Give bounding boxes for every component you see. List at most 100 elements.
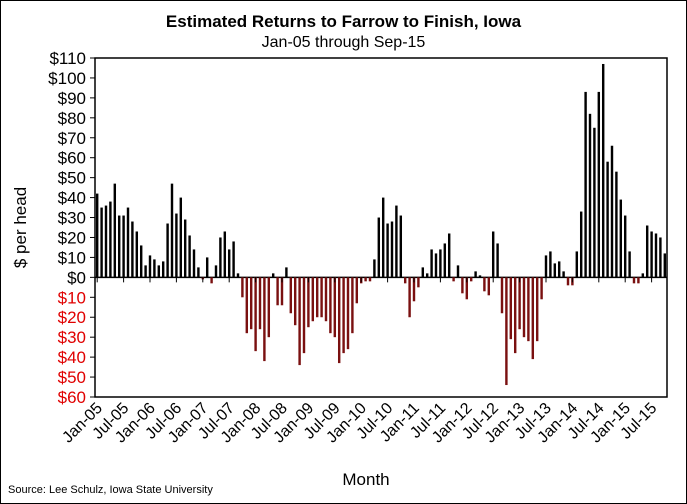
- bar: [320, 277, 323, 318]
- bar: [584, 91, 587, 278]
- bar: [197, 267, 200, 278]
- bar: [659, 237, 662, 278]
- bar: [637, 277, 640, 284]
- bar: [373, 259, 376, 278]
- bar: [575, 251, 579, 278]
- bar: [267, 277, 271, 338]
- bar: [192, 249, 196, 278]
- bar: [355, 277, 359, 304]
- bar: [175, 213, 178, 278]
- y-tick-label: $0: [67, 268, 86, 287]
- bar: [307, 277, 310, 328]
- bar: [263, 277, 266, 362]
- bar: [298, 277, 301, 366]
- bar: [258, 277, 262, 330]
- bar: [535, 277, 539, 342]
- bar: [342, 277, 345, 354]
- bar: [456, 265, 460, 278]
- bar: [615, 171, 618, 278]
- bar: [496, 243, 499, 278]
- bar: [509, 277, 513, 340]
- y-tick-label: $20: [58, 228, 86, 247]
- bar: [663, 253, 667, 278]
- bar: [223, 231, 227, 278]
- bar: [95, 193, 99, 278]
- bar: [417, 277, 420, 288]
- y-tick-label: $60: [58, 388, 86, 407]
- bar: [390, 221, 394, 278]
- bar: [311, 277, 315, 322]
- bar: [377, 217, 381, 278]
- bar: [113, 183, 117, 278]
- bar: [425, 273, 429, 278]
- bar: [289, 277, 293, 314]
- bar: [329, 277, 332, 334]
- bar: [478, 275, 482, 278]
- bar: [540, 277, 543, 300]
- bar: [469, 277, 473, 282]
- bar: [346, 277, 350, 350]
- bar: [628, 251, 631, 278]
- bar: [205, 257, 209, 278]
- bar: [214, 265, 218, 278]
- bar: [518, 277, 521, 330]
- bar: [210, 277, 213, 284]
- y-tick-label: $80: [58, 109, 86, 128]
- y-axis-label: $ per head: [11, 187, 30, 268]
- bar: [553, 263, 557, 278]
- bar: [351, 277, 354, 334]
- bar: [461, 277, 464, 294]
- y-tick-label: $100: [48, 69, 86, 88]
- bar: [315, 277, 319, 318]
- bar: [597, 91, 601, 278]
- bar: [474, 271, 477, 278]
- bar: [144, 265, 147, 278]
- bar: [447, 233, 451, 278]
- bar: [249, 277, 253, 330]
- bar: [487, 277, 491, 296]
- bar: [434, 253, 438, 278]
- y-tick-label: $40: [58, 189, 86, 208]
- bar: [280, 277, 284, 306]
- bar: [641, 273, 645, 278]
- y-tick-label: $10: [58, 248, 86, 267]
- bar: [443, 243, 447, 278]
- bar: [219, 237, 222, 278]
- y-tick-label: $70: [58, 129, 86, 148]
- bar: [412, 277, 416, 302]
- bar: [157, 265, 161, 278]
- bar: [549, 251, 552, 278]
- bar: [148, 255, 152, 278]
- y-tick-label: $10: [58, 288, 86, 307]
- bar: [439, 249, 442, 278]
- bar: [241, 277, 244, 298]
- y-tick-label: $30: [58, 209, 86, 228]
- bar: [491, 231, 495, 278]
- bar: [236, 273, 240, 278]
- bar: [227, 249, 231, 278]
- bar: [324, 277, 328, 322]
- bar: [232, 241, 235, 278]
- bar: [579, 211, 583, 278]
- bar: [131, 221, 134, 278]
- bar: [465, 277, 469, 300]
- bar: [395, 205, 398, 278]
- bar: [403, 277, 407, 284]
- bar: [544, 255, 548, 278]
- bar: [421, 267, 425, 278]
- bar: [623, 215, 627, 278]
- x-axis-label: Month: [342, 470, 389, 489]
- bar: [632, 277, 636, 284]
- bar: [337, 277, 341, 364]
- y-tick-label: $90: [58, 89, 86, 108]
- bar: [135, 231, 139, 278]
- y-tick-label: $20: [58, 308, 86, 327]
- bar: [293, 277, 297, 326]
- bar: [399, 215, 403, 278]
- bar: [139, 245, 143, 278]
- y-tick-label: $60: [58, 149, 86, 168]
- y-tick-label: $50: [58, 169, 86, 188]
- y-tick-label: $30: [58, 328, 86, 347]
- bar: [619, 199, 623, 278]
